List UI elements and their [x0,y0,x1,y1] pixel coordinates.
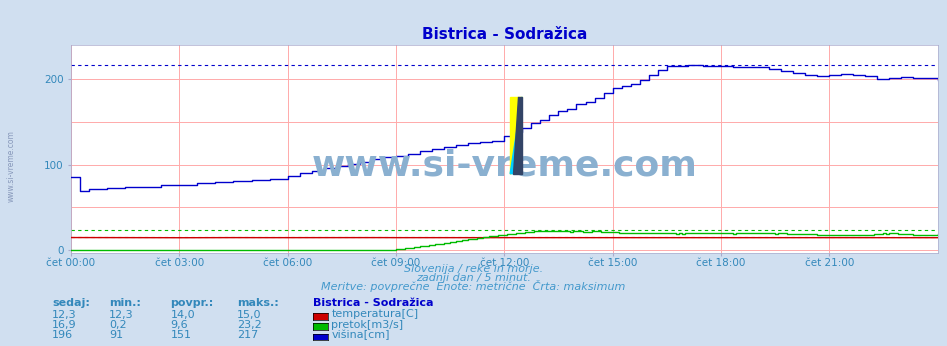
Text: 16,9: 16,9 [52,320,77,330]
Text: zadnji dan / 5 minut.: zadnji dan / 5 minut. [416,273,531,283]
Text: 151: 151 [170,330,191,340]
Text: 9,6: 9,6 [170,320,188,330]
Text: www.si-vreme.com: www.si-vreme.com [312,148,697,182]
Polygon shape [510,97,522,174]
Text: Bistrica - Sodražica: Bistrica - Sodražica [313,298,433,308]
Text: višina[cm]: višina[cm] [331,330,390,340]
Text: pretok[m3/s]: pretok[m3/s] [331,320,403,330]
Text: 12,3: 12,3 [52,310,77,320]
Polygon shape [510,97,522,174]
Text: sedaj:: sedaj: [52,298,90,308]
Text: povpr.:: povpr.: [170,298,214,308]
Text: 217: 217 [237,330,258,340]
Text: 14,0: 14,0 [170,310,195,320]
Text: Slovenija / reke in morje.: Slovenija / reke in morje. [404,264,543,274]
Polygon shape [513,97,522,174]
Text: temperatura[C]: temperatura[C] [331,309,419,319]
Text: 23,2: 23,2 [237,320,261,330]
Text: 0,2: 0,2 [109,320,127,330]
Text: 15,0: 15,0 [237,310,261,320]
Text: 196: 196 [52,330,73,340]
Text: Meritve: povprečne  Enote: metrične  Črta: maksimum: Meritve: povprečne Enote: metrične Črta:… [321,280,626,292]
Title: Bistrica - Sodražica: Bistrica - Sodražica [421,27,587,43]
Text: 91: 91 [109,330,123,340]
Text: 12,3: 12,3 [109,310,134,320]
Text: www.si-vreme.com: www.si-vreme.com [7,130,16,202]
Text: maks.:: maks.: [237,298,278,308]
Text: min.:: min.: [109,298,141,308]
